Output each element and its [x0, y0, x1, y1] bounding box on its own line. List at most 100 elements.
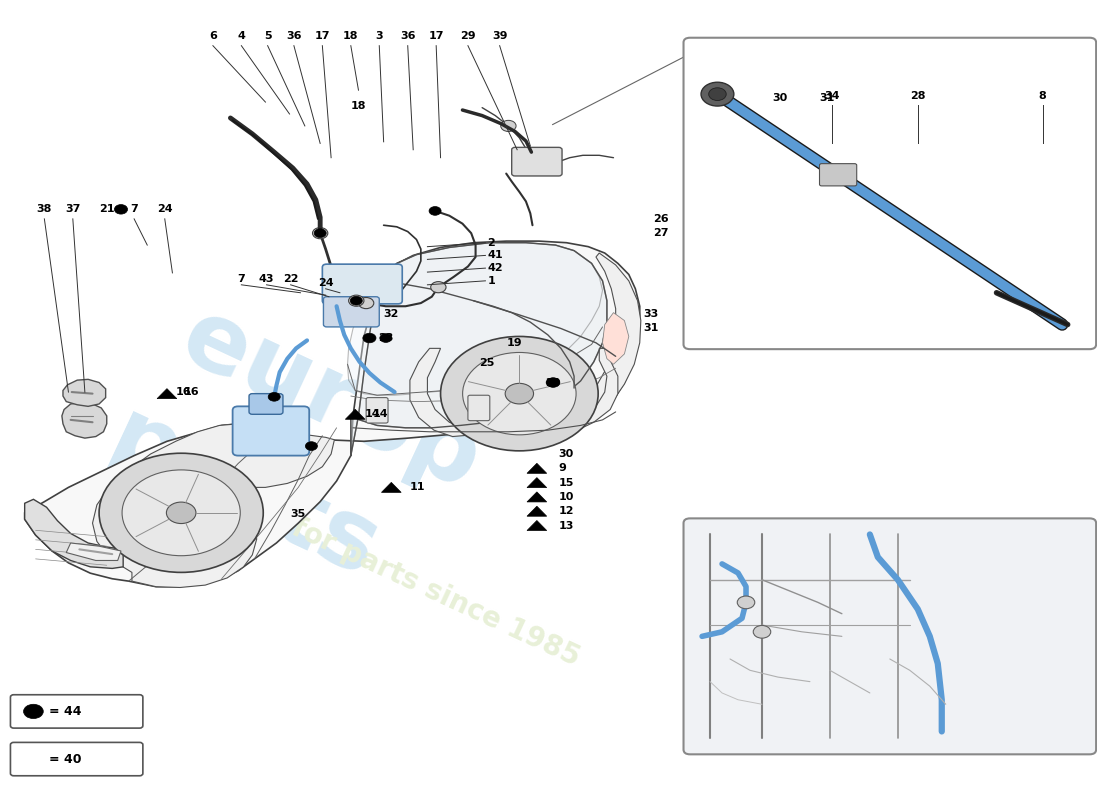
Polygon shape: [566, 253, 641, 419]
Polygon shape: [603, 313, 629, 364]
FancyBboxPatch shape: [683, 518, 1096, 754]
Circle shape: [737, 596, 755, 609]
Text: 41: 41: [487, 250, 503, 261]
Text: 10: 10: [559, 492, 574, 502]
Polygon shape: [24, 241, 640, 586]
Text: 5: 5: [264, 31, 272, 41]
Text: 8: 8: [1038, 90, 1046, 101]
FancyBboxPatch shape: [820, 164, 857, 186]
Text: 16: 16: [176, 387, 191, 397]
Polygon shape: [382, 482, 402, 492]
Text: 18: 18: [343, 31, 359, 41]
Text: 17: 17: [428, 31, 444, 41]
Text: 7: 7: [238, 274, 245, 284]
Text: 15: 15: [559, 478, 574, 488]
FancyBboxPatch shape: [683, 38, 1096, 349]
Circle shape: [505, 383, 534, 404]
FancyBboxPatch shape: [10, 694, 143, 728]
Text: 32: 32: [384, 309, 399, 319]
Text: 42: 42: [487, 263, 503, 273]
Circle shape: [122, 470, 240, 556]
Text: 24: 24: [157, 204, 173, 214]
Circle shape: [312, 228, 328, 238]
Circle shape: [363, 334, 376, 342]
Text: 16: 16: [184, 387, 199, 397]
Text: 26: 26: [652, 214, 669, 224]
Polygon shape: [63, 379, 106, 406]
Text: 24: 24: [318, 278, 333, 288]
Text: 17: 17: [315, 31, 330, 41]
Text: 9: 9: [559, 463, 566, 474]
Text: 28: 28: [910, 90, 925, 101]
Text: 12: 12: [559, 506, 574, 516]
Text: 6: 6: [209, 31, 217, 41]
Circle shape: [463, 353, 576, 435]
Text: 3: 3: [375, 31, 383, 41]
Polygon shape: [157, 389, 177, 398]
Polygon shape: [527, 492, 547, 502]
Text: 22: 22: [283, 274, 298, 284]
FancyBboxPatch shape: [322, 264, 403, 304]
FancyBboxPatch shape: [10, 742, 143, 776]
FancyBboxPatch shape: [249, 394, 283, 414]
Text: 14: 14: [373, 410, 388, 419]
Polygon shape: [410, 348, 618, 438]
FancyBboxPatch shape: [232, 406, 309, 456]
Text: 31: 31: [820, 93, 835, 103]
Circle shape: [350, 296, 362, 305]
Text: 35: 35: [290, 510, 306, 519]
Text: 7: 7: [130, 204, 138, 214]
Text: a passion for parts since 1985: a passion for parts since 1985: [144, 446, 584, 671]
Circle shape: [306, 442, 318, 450]
Text: 36: 36: [400, 31, 416, 41]
Text: 25: 25: [478, 358, 494, 369]
Circle shape: [349, 295, 364, 306]
Text: 2: 2: [487, 238, 495, 248]
Polygon shape: [345, 410, 365, 419]
Text: = 44: = 44: [48, 705, 81, 718]
Polygon shape: [66, 543, 121, 561]
Text: 43: 43: [258, 274, 274, 284]
Text: 31: 31: [644, 323, 659, 334]
Circle shape: [431, 282, 446, 293]
Polygon shape: [351, 242, 607, 456]
Text: 36: 36: [286, 31, 301, 41]
Text: 4: 4: [238, 31, 245, 41]
FancyBboxPatch shape: [468, 395, 490, 421]
Text: parts: parts: [94, 393, 394, 598]
Polygon shape: [92, 424, 334, 587]
Circle shape: [23, 704, 43, 718]
Circle shape: [547, 378, 560, 387]
Text: 39: 39: [492, 31, 507, 41]
Circle shape: [379, 334, 392, 342]
FancyBboxPatch shape: [323, 297, 379, 327]
Circle shape: [500, 120, 516, 131]
Polygon shape: [62, 402, 107, 438]
Circle shape: [315, 229, 327, 238]
Text: europ: europ: [167, 290, 495, 510]
Circle shape: [359, 298, 374, 309]
Text: 23: 23: [378, 333, 394, 343]
Circle shape: [268, 393, 280, 401]
Text: 37: 37: [65, 204, 80, 214]
Text: 19: 19: [507, 338, 522, 348]
Text: 30: 30: [559, 449, 574, 459]
Text: 20: 20: [546, 378, 561, 387]
Polygon shape: [527, 506, 547, 516]
Circle shape: [441, 337, 598, 451]
Text: 34: 34: [825, 90, 840, 101]
Text: = 40: = 40: [48, 753, 81, 766]
Polygon shape: [348, 242, 603, 395]
Text: 14: 14: [365, 410, 381, 419]
Circle shape: [166, 502, 196, 523]
Circle shape: [99, 454, 263, 572]
Text: 30: 30: [772, 93, 788, 103]
Text: 1: 1: [487, 276, 495, 286]
Text: 33: 33: [644, 309, 658, 319]
Text: 21: 21: [99, 204, 114, 214]
Circle shape: [547, 378, 558, 387]
Text: 38: 38: [36, 204, 52, 214]
Text: 18: 18: [351, 101, 366, 111]
Circle shape: [754, 626, 771, 638]
Text: 13: 13: [559, 521, 574, 530]
